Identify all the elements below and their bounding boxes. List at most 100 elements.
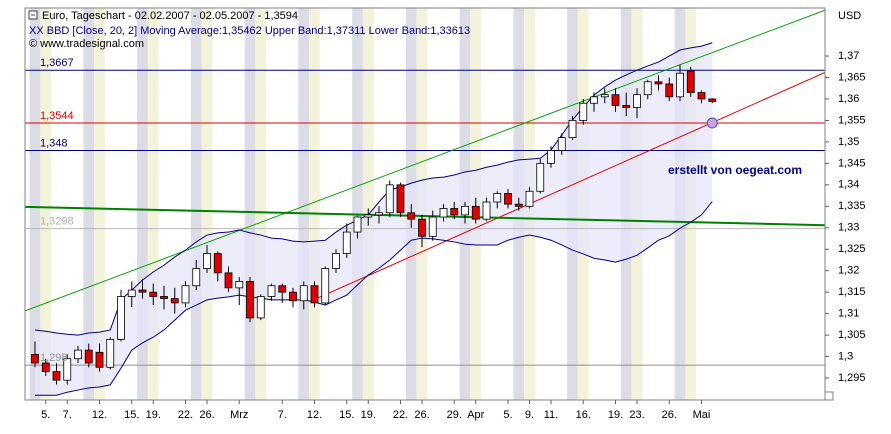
corner-box [824,391,834,401]
candle-body [127,289,136,297]
x-tick-label: 26. [199,409,214,421]
candle-body [52,371,61,381]
candle-body [278,285,287,293]
day-stripe [244,8,256,400]
x-tick-label: 19. [608,409,623,421]
candle-body [633,94,641,108]
candle-body [321,268,330,304]
axes: 1,295 1,3 1,305 1,31 1,315 1,32 1,325 1,33 1,335… [41,50,865,421]
candle-body [600,94,609,98]
candle-body [160,296,168,300]
candle-body [418,218,426,237]
candle-body [482,201,491,220]
y-tick-label: 1,295 [838,372,866,384]
x-tick-label: 15. [339,409,354,421]
y-tick-label: 1,36 [838,93,859,105]
day-stripe [352,8,363,400]
trend-line [25,9,825,312]
candle-body [203,253,211,269]
y-tick-label: 1,345 [838,157,866,169]
candle-body [117,296,125,340]
candle-body [224,272,233,289]
y-tick-label: 1,305 [838,329,866,341]
x-tick-label: 29. [447,409,462,421]
header-icon [28,10,38,20]
horizontal-line-label: 1,348 [40,137,68,149]
y-tick-label: 1,37 [838,50,859,62]
day-stripe [29,8,41,400]
day-stripe [40,8,52,400]
horizontal-line-label: 1,298 [40,352,68,364]
corner-icon [824,391,834,401]
day-stripe [83,8,95,400]
x-tick-label: 11. [544,409,558,421]
day-stripe [137,8,148,400]
band-line [34,42,713,336]
candle-body [332,253,340,269]
candle-body [192,268,201,287]
candle-body [439,208,448,218]
day-stripe [201,8,213,400]
candle-body [41,362,50,372]
candle-body [170,298,179,304]
chart-title: Euro, Tageschart - 02.02.2007 - 02.05.20… [42,10,298,22]
candle-body [149,291,158,297]
candle-body [95,351,104,368]
x-tick-label: 26. [662,409,677,421]
annotation: erstellt von oegeat.com [668,163,802,177]
trend-line [314,71,825,300]
x-tick-label: Mai [693,409,711,421]
x-tick-label: 19. [146,409,161,421]
horizontal-line-label: 1,3544 [40,110,74,122]
candle-body [63,358,72,381]
candle-body [267,285,276,297]
day-stripe [94,8,105,400]
candle-body [310,285,319,304]
day-stripe [298,8,310,400]
day-stripe [147,8,159,400]
candle-body [568,120,577,139]
x-tick-label: 9. [525,409,534,421]
candle-body [256,296,265,319]
candle-body [547,150,555,164]
candle-body [654,81,663,85]
y-tick-label: 1,335 [838,200,866,212]
candle-body [525,190,534,207]
x-tick-label: 5. [41,409,50,421]
alert-marker [706,117,718,129]
candle-body [299,285,308,302]
candle-body [375,212,383,216]
candle-body [246,281,254,319]
candle-body [471,205,480,220]
candle-body [74,349,82,360]
x-tick-label: 15. [124,409,139,421]
candle-body [407,212,416,220]
candle-body [385,184,394,214]
candle-body [428,216,437,237]
candle-body [611,94,620,106]
candle-body [106,338,115,368]
candle-body [676,72,684,98]
candle-body [235,281,244,289]
y-tick-label: 1,31 [838,308,859,320]
candle-body [514,203,523,207]
candle-body [686,70,695,93]
candle-body [697,92,706,100]
day-stripe [362,8,374,400]
subtitle: XX BBD [Close, 20, 2] Moving Average:1,3… [29,25,470,37]
horizontal-line-label: 1,3298 [40,216,74,228]
horizontal-line-label: 1,3667 [40,57,74,69]
candle-body [342,231,351,254]
x-tick-label: Apr [467,409,484,421]
day-stripe [190,8,202,400]
candle-body [364,214,373,218]
band-fill [35,42,713,396]
plot-layer [25,9,825,396]
y-tick-label: 1,3 [838,350,853,362]
candle-body [84,349,93,364]
candle-body [536,162,545,192]
candle-body [450,208,459,216]
band-line [35,201,713,396]
